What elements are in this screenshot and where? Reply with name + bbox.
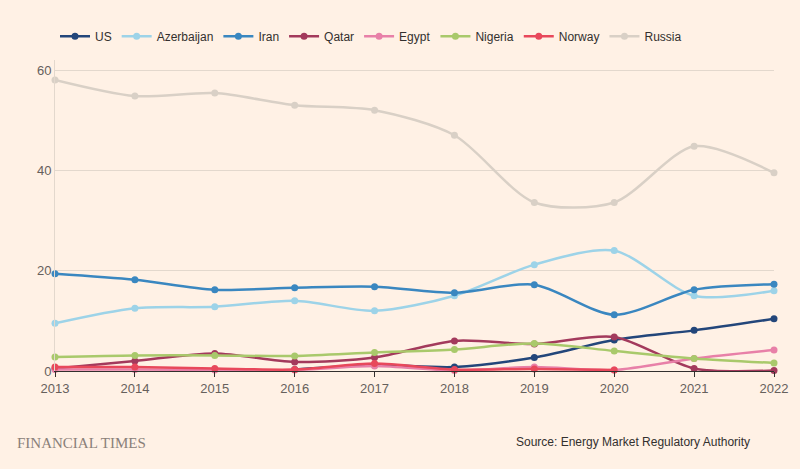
svg-text:FINANCIAL TIMES: FINANCIAL TIMES xyxy=(17,435,146,451)
svg-text:2019: 2019 xyxy=(520,381,549,396)
svg-text:2018: 2018 xyxy=(440,381,469,396)
svg-text:Iran: Iran xyxy=(258,30,279,44)
svg-text:20: 20 xyxy=(37,263,51,278)
svg-text:Azerbaijan: Azerbaijan xyxy=(157,30,214,44)
svg-text:Egypt: Egypt xyxy=(399,30,430,44)
svg-text:2017: 2017 xyxy=(360,381,389,396)
svg-text:Norway: Norway xyxy=(559,30,600,44)
svg-text:0: 0 xyxy=(44,364,51,379)
svg-text:2016: 2016 xyxy=(280,381,309,396)
svg-text:2020: 2020 xyxy=(600,381,629,396)
svg-text:US: US xyxy=(95,30,112,44)
svg-text:2015: 2015 xyxy=(200,381,229,396)
svg-text:Source: Energy Market Regulato: Source: Energy Market Regulatory Authori… xyxy=(516,435,750,449)
svg-text:Russia: Russia xyxy=(644,30,681,44)
svg-text:60: 60 xyxy=(37,63,51,78)
svg-text:40: 40 xyxy=(37,163,51,178)
svg-text:2021: 2021 xyxy=(680,381,709,396)
svg-text:Qatar: Qatar xyxy=(324,30,354,44)
svg-text:2014: 2014 xyxy=(120,381,149,396)
svg-text:2022: 2022 xyxy=(760,381,789,396)
svg-text:Nigeria: Nigeria xyxy=(475,30,513,44)
svg-text:2013: 2013 xyxy=(41,381,70,396)
